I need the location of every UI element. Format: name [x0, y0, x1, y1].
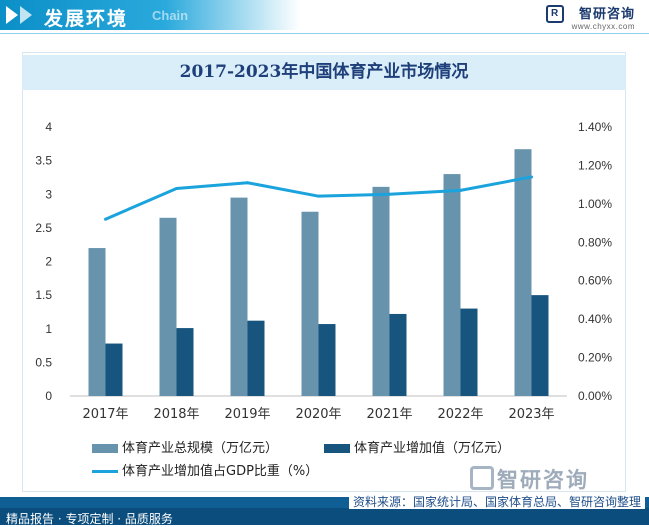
- y-left-tick-label: 3.5: [35, 154, 52, 168]
- header-divider: [0, 33, 649, 34]
- section-subtitle: Chain: [152, 8, 189, 23]
- y-right-tick-label: 1.40%: [578, 120, 612, 134]
- watermark-logo-icon: [470, 466, 494, 490]
- y-left-tick-label: 1.5: [35, 288, 52, 302]
- section-title: 发展环境: [44, 8, 129, 30]
- legend-label-added-value: 体育产业增加值（万亿元）: [354, 441, 511, 456]
- x-tick-label: 2022年: [437, 407, 483, 422]
- bar-total-scale: [159, 217, 177, 396]
- bar-added-value: [460, 308, 478, 396]
- y-right-tick-label: 1.00%: [578, 197, 612, 211]
- y-left-tick-label: 1: [45, 322, 52, 336]
- legend-item-gdp-share: 体育产业增加值占GDP比重（%）: [92, 460, 318, 479]
- chart-panel: [22, 52, 626, 492]
- y-left-tick-label: 0: [45, 389, 52, 403]
- legend-swatch-total: [92, 444, 118, 453]
- y-right-tick-label: 0.00%: [578, 389, 612, 403]
- watermark-brand: 智研咨询: [497, 468, 589, 492]
- footer-tagline: 精品报告 · 专项定制 · 品质服务: [6, 512, 173, 526]
- point-gdp-share: [104, 217, 107, 221]
- legend-swatch-added-value: [324, 444, 350, 453]
- brand-icon: R: [545, 5, 564, 23]
- bar-added-value: [105, 343, 123, 396]
- y-left-tick-label: 4: [45, 120, 52, 134]
- legend-swatch-gdp-share: [92, 470, 118, 473]
- y-right-tick-label: 0.20%: [578, 351, 612, 365]
- y-right-tick-label: 0.60%: [578, 274, 612, 288]
- point-gdp-share: [459, 188, 462, 192]
- bar-added-value: [531, 295, 549, 396]
- legend-label-gdp-share: 体育产业增加值占GDP比重（%）: [122, 464, 319, 479]
- bar-added-value: [389, 313, 407, 396]
- bar-added-value: [318, 324, 336, 396]
- bar-total-scale: [372, 186, 390, 396]
- x-tick-label: 2019年: [224, 407, 270, 422]
- section-header: 发展环境 Chain R 智研咨询 www.chyxx.com: [0, 0, 649, 34]
- x-tick-label: 2023年: [508, 407, 554, 422]
- point-gdp-share: [388, 192, 391, 196]
- y-right-tick-label: 0.80%: [578, 235, 612, 249]
- point-gdp-share: [530, 175, 533, 179]
- y-left-tick-label: 0.5: [35, 355, 52, 369]
- header-banner: 发展环境 Chain: [0, 0, 300, 30]
- brand-url: www.chyxx.com: [571, 22, 635, 31]
- footer-band: [0, 508, 649, 525]
- arrow-icon: [20, 6, 32, 24]
- y-left-tick-label: 3: [45, 187, 52, 201]
- legend-item-total: 体育产业总规模（万亿元）: [92, 437, 278, 456]
- brand-logo: R 智研咨询 www.chyxx.com: [545, 3, 635, 31]
- bar-total-scale: [514, 149, 532, 396]
- point-gdp-share: [175, 186, 178, 190]
- bar-total-scale: [88, 248, 106, 396]
- y-left-tick-label: 2: [45, 255, 52, 269]
- x-tick-label: 2017年: [82, 407, 128, 422]
- bar-total-scale: [230, 197, 248, 396]
- x-tick-label: 2020年: [295, 407, 341, 422]
- legend-item-added-value: 体育产业增加值（万亿元）: [324, 437, 510, 456]
- point-gdp-share: [317, 194, 320, 198]
- bar-added-value: [176, 328, 194, 396]
- x-tick-label: 2021年: [366, 407, 412, 422]
- x-tick-label: 2018年: [153, 407, 199, 422]
- y-left-tick-label: 2.5: [35, 221, 52, 235]
- legend-label-total: 体育产业总规模（万亿元）: [122, 441, 279, 456]
- y-right-tick-label: 0.40%: [578, 312, 612, 326]
- y-right-tick-label: 1.20%: [578, 158, 612, 172]
- bar-total-scale: [301, 211, 319, 396]
- bar-total-scale: [443, 174, 461, 396]
- double-arrow-icon: [6, 6, 18, 24]
- brand-name: 智研咨询: [578, 7, 635, 22]
- source-note: 资料来源：国家统计局、国家体育总局、智研咨询整理: [348, 495, 645, 509]
- point-gdp-share: [246, 181, 249, 185]
- chart-title-bar: 2017-2023年中国体育产业市场情况: [22, 55, 626, 90]
- bar-added-value: [247, 320, 265, 396]
- chart-title: 2017-2023年中国体育产业市场情况: [179, 62, 469, 82]
